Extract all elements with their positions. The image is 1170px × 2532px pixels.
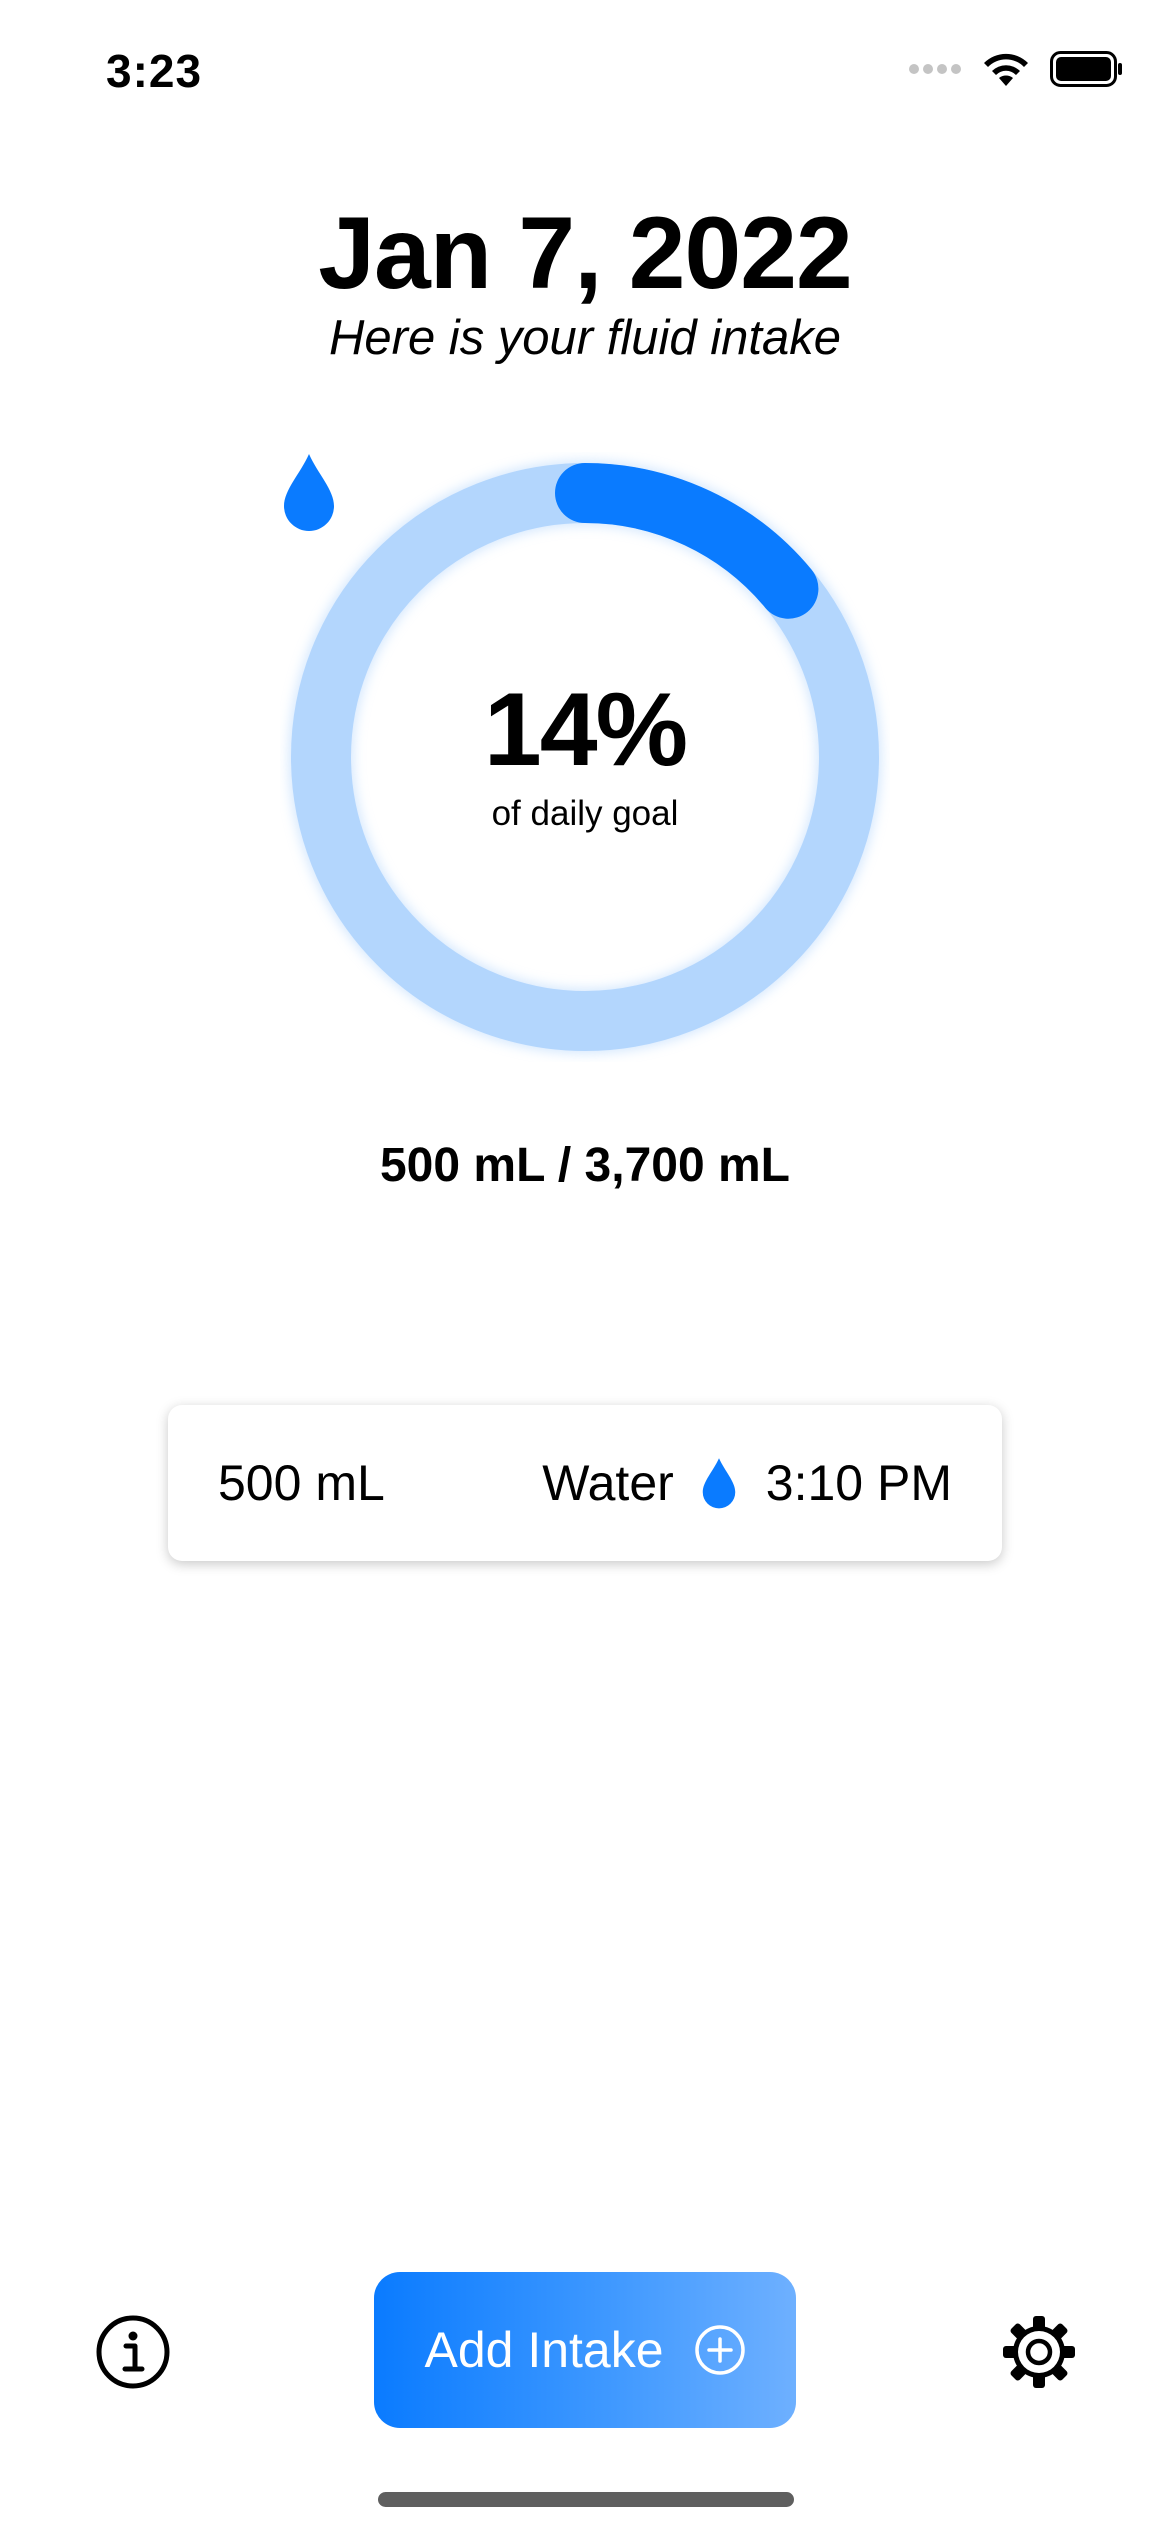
- status-time: 3:23: [106, 45, 203, 97]
- entry-type: Water: [542, 1455, 674, 1511]
- wifi-icon: [984, 53, 1028, 86]
- settings-button[interactable]: [999, 2312, 1079, 2392]
- plus-circle-icon: [694, 2325, 745, 2375]
- page-subtitle: Here is your fluid intake: [328, 311, 841, 365]
- progress-center: 14% of daily goal: [280, 452, 890, 1062]
- info-button[interactable]: [95, 2314, 171, 2390]
- battery-icon: [1050, 51, 1122, 87]
- add-intake-label: Add Intake: [424, 2322, 664, 2378]
- intake-entry[interactable]: 500 mL Water 3:10 PM: [168, 1405, 1002, 1561]
- water-drop-icon: [284, 454, 334, 531]
- water-drop-icon: [702, 1458, 736, 1509]
- gear-icon: [1003, 2316, 1075, 2388]
- info-icon: [96, 2315, 170, 2389]
- page-title: Jan 7, 2022: [318, 196, 852, 310]
- status-icons: [908, 50, 1124, 88]
- entry-time: 3:10 PM: [765, 1455, 952, 1511]
- entry-amount: 500 mL: [218, 1455, 385, 1511]
- progress-ring-fill: [555, 463, 819, 619]
- goal-caption: of daily goal: [491, 793, 679, 833]
- home-indicator[interactable]: [378, 2492, 794, 2507]
- add-intake-button[interactable]: Add Intake: [374, 2272, 796, 2428]
- intake-summary: 500 mL / 3,700 mL: [379, 1139, 790, 1192]
- progress-ring: 14% of daily goal: [280, 452, 890, 1062]
- cellular-dots-icon: [909, 64, 961, 74]
- percent-label: 14%: [483, 671, 688, 788]
